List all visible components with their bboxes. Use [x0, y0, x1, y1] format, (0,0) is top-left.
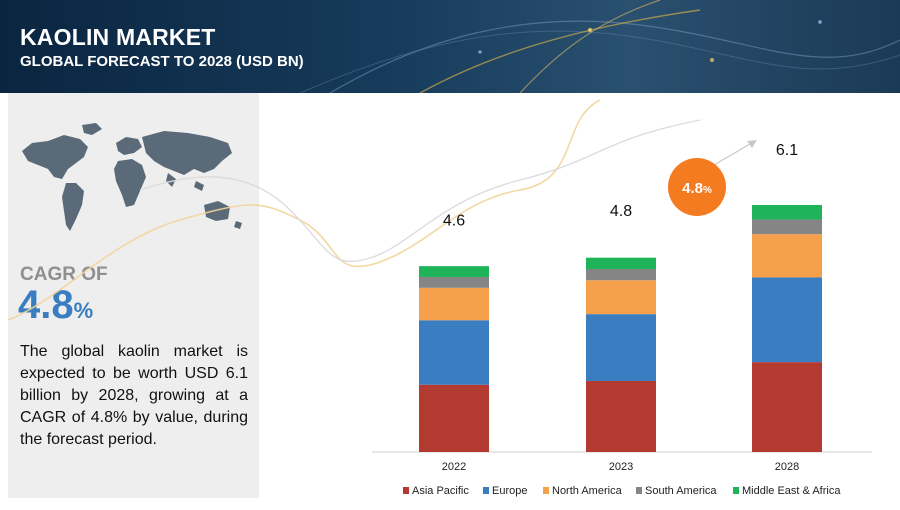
- legend-swatch-middle-east-and-africa: [733, 487, 739, 494]
- page-subtitle: GLOBAL FORECAST TO 2028 (USD BN): [20, 53, 304, 70]
- header-banner: KAOLIN MARKET GLOBAL FORECAST TO 2028 (U…: [0, 0, 900, 93]
- x-axis-labels: 2022 2023 2028: [442, 461, 799, 473]
- world-map-icon: [22, 123, 242, 231]
- bar-2028-europe: [752, 277, 822, 363]
- bar-2022-europe: [419, 320, 489, 385]
- cagr-badge-text: 4.8%: [682, 180, 712, 197]
- legend-swatch-south-america: [636, 487, 642, 494]
- bar-2022-middle-east-and-africa: [419, 266, 489, 277]
- legend-label-south-america: South America: [645, 485, 717, 497]
- bar-2028-middle-east-and-africa: [752, 204, 822, 220]
- total-label-2022: 4.6: [443, 213, 465, 230]
- legend-swatch-europe: [483, 487, 489, 494]
- bar-2023-middle-east-and-africa: [586, 257, 656, 269]
- legend-swatch-asia-pacific: [403, 487, 409, 494]
- header-light-streaks: [299, 0, 900, 93]
- total-label-2023: 4.8: [610, 203, 632, 220]
- cagr-number: 4.8: [18, 283, 74, 327]
- legend-swatch-north-america: [543, 487, 549, 494]
- bars-layer: [419, 204, 822, 452]
- legend-label-asia-pacific: Asia Pacific: [412, 485, 469, 497]
- chart-legend: Asia Pacific Europe North America South Ame…: [403, 485, 841, 497]
- cagr-badge-unit: %: [703, 185, 712, 196]
- cagr-badge: [668, 158, 726, 216]
- bar-2023-north-america: [586, 280, 656, 315]
- legend-label-middle-east-and-africa: Middle East & Africa: [742, 485, 841, 497]
- bar-2028-south-america: [752, 219, 822, 235]
- total-label-2028: 6.1: [776, 142, 798, 159]
- cagr-value: 4.8%: [18, 283, 93, 328]
- legend-label-europe: Europe: [492, 485, 527, 497]
- growth-annotation: 4.8%: [668, 140, 757, 216]
- decor-wave-gray: [139, 119, 701, 263]
- bar-2028-asia-pacific: [752, 362, 822, 452]
- bar-2023-europe: [586, 314, 656, 381]
- bar-2023-south-america: [586, 268, 656, 281]
- bar-2022-south-america: [419, 276, 489, 288]
- cagr-label: CAGR OF: [20, 264, 108, 285]
- x-tick-label-2028: 2028: [775, 461, 799, 473]
- cagr-percent-sign: %: [73, 298, 94, 323]
- decor-wave-gold: [7, 99, 601, 321]
- x-tick-label-2023: 2023: [609, 461, 633, 473]
- summary-panel: CAGR OF 4.8% The global kaolin market is…: [8, 93, 259, 498]
- bar-2028-north-america: [752, 234, 822, 278]
- bar-2022-north-america: [419, 287, 489, 321]
- cagr-badge-value: 4.8: [682, 180, 703, 197]
- market-description: The global kaolin market is expected to …: [20, 343, 248, 448]
- bar-2023-asia-pacific: [586, 380, 656, 452]
- page-title: KAOLIN MARKET: [20, 24, 216, 50]
- growth-arrow-head: [747, 140, 757, 148]
- bar-2022-asia-pacific: [419, 384, 489, 452]
- legend-label-north-america: North America: [552, 485, 623, 497]
- x-tick-label-2022: 2022: [442, 461, 466, 473]
- total-labels-layer: 4.6 4.8 6.1: [443, 142, 798, 230]
